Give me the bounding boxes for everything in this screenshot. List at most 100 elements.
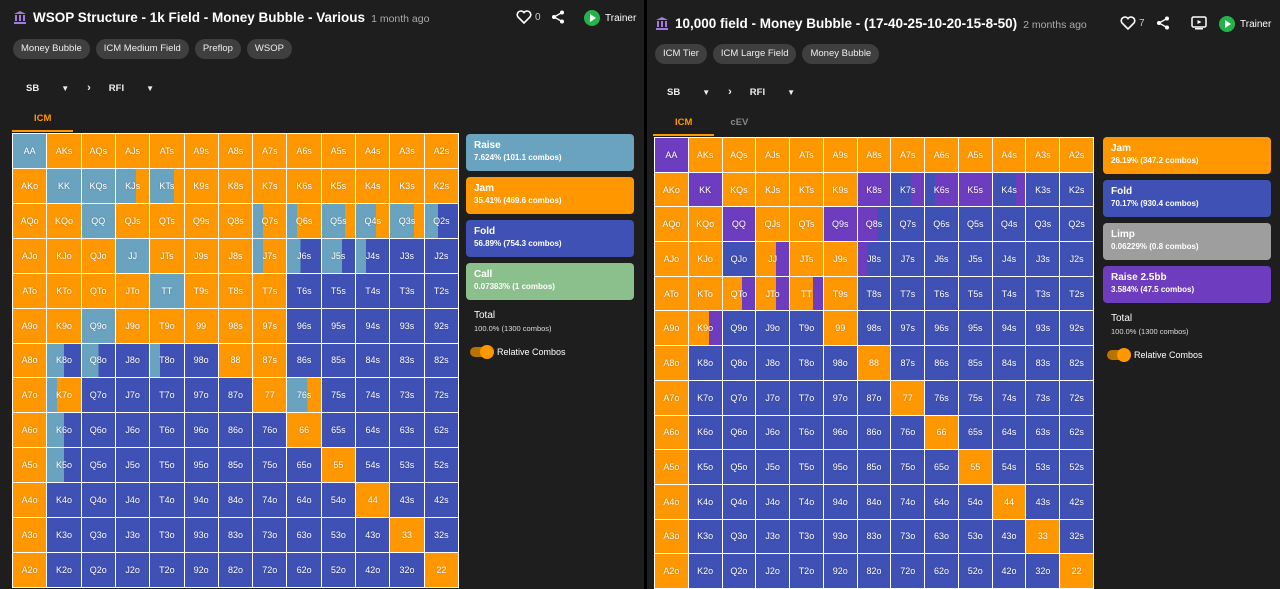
- hand-cell[interactable]: 63s: [1026, 415, 1060, 450]
- hand-cell[interactable]: J8s: [218, 238, 253, 273]
- hand-cell[interactable]: J7s: [891, 242, 925, 276]
- hand-cell[interactable]: A9s: [823, 138, 857, 172]
- hand-cell[interactable]: 82s: [424, 343, 458, 378]
- hand-cell[interactable]: 82o: [218, 553, 253, 587]
- hand-cell[interactable]: Q2s: [1060, 207, 1093, 242]
- hand-cell[interactable]: 65s: [958, 415, 992, 450]
- hand-cell[interactable]: AA: [655, 138, 688, 172]
- hand-cell[interactable]: AA: [13, 134, 47, 168]
- hand-cell[interactable]: Q5s: [958, 207, 992, 242]
- share-icon[interactable]: [1156, 16, 1170, 30]
- hand-cell[interactable]: A8s: [857, 138, 891, 172]
- hand-cell[interactable]: 96o: [184, 413, 218, 448]
- hand-cell[interactable]: 77: [253, 378, 287, 413]
- hand-cell[interactable]: AKo: [13, 168, 47, 203]
- hand-cell[interactable]: K8s: [218, 168, 253, 203]
- hand-cell[interactable]: 85s: [958, 346, 992, 380]
- hand-cell[interactable]: T7o: [790, 380, 823, 415]
- hand-cell[interactable]: T2o: [790, 554, 823, 588]
- hand-cell[interactable]: 87s: [891, 346, 925, 380]
- heart-icon[interactable]: [1120, 16, 1136, 30]
- hand-cell[interactable]: 98o: [184, 343, 218, 378]
- hand-cell[interactable]: KJs: [756, 172, 790, 207]
- hand-cell[interactable]: 92s: [1060, 311, 1093, 346]
- hand-cell[interactable]: J8s: [857, 242, 891, 276]
- hand-cell[interactable]: Q9o: [81, 308, 115, 343]
- hand-cell[interactable]: 93s: [1026, 311, 1060, 346]
- hand-cell[interactable]: A2o: [655, 554, 688, 588]
- legend-item[interactable]: Raise 2.5bb 3.584% (47.5 combos): [1103, 266, 1271, 303]
- hand-cell[interactable]: K2o: [47, 553, 81, 587]
- hand-cell[interactable]: 53o: [321, 518, 356, 553]
- hand-cell[interactable]: QJs: [115, 203, 150, 238]
- hand-cell[interactable]: ATs: [790, 138, 823, 172]
- hand-cell[interactable]: Q2o: [722, 554, 756, 588]
- hand-cell[interactable]: K3s: [1026, 172, 1060, 207]
- hand-cell[interactable]: 73s: [1026, 380, 1060, 415]
- hand-cell[interactable]: AJs: [115, 134, 150, 168]
- legend-item[interactable]: Jam 26.19% (347.2 combos): [1103, 137, 1271, 174]
- hand-cell[interactable]: TT: [150, 273, 184, 308]
- hand-cell[interactable]: A3o: [655, 519, 688, 554]
- hand-cell[interactable]: 64s: [356, 413, 390, 448]
- hand-cell[interactable]: T8o: [790, 346, 823, 380]
- tag[interactable]: ICM Medium Field: [95, 39, 189, 59]
- hand-cell[interactable]: Q9o: [722, 311, 756, 346]
- legend-item[interactable]: Jam 35.41% (469.6 combos): [466, 177, 634, 214]
- hand-cell[interactable]: QTo: [722, 276, 756, 311]
- hand-cell[interactable]: 62o: [925, 554, 958, 588]
- hand-cell[interactable]: J5s: [321, 238, 356, 273]
- trainer-button[interactable]: Trainer: [584, 10, 636, 26]
- hand-cell[interactable]: Q6s: [287, 203, 321, 238]
- hand-cell[interactable]: 53s: [390, 448, 424, 483]
- hand-cell[interactable]: Q7o: [722, 380, 756, 415]
- hand-cell[interactable]: J5o: [756, 450, 790, 484]
- hand-cell[interactable]: 92s: [424, 308, 458, 343]
- hand-cell[interactable]: A5s: [321, 134, 356, 168]
- hand-cell[interactable]: T3s: [390, 273, 424, 308]
- hand-cell[interactable]: Q4o: [81, 483, 115, 518]
- hand-cell[interactable]: 77: [891, 380, 925, 415]
- hand-cell[interactable]: QTs: [150, 203, 184, 238]
- hand-cell[interactable]: A2s: [424, 134, 458, 168]
- hand-cell[interactable]: K6s: [287, 168, 321, 203]
- hand-cell[interactable]: 75o: [253, 448, 287, 483]
- hand-cell[interactable]: KJo: [688, 242, 722, 276]
- hand-cell[interactable]: QJs: [756, 207, 790, 242]
- hand-cell[interactable]: KK: [47, 168, 81, 203]
- hand-cell[interactable]: K6s: [925, 172, 958, 207]
- hand-cell[interactable]: 52s: [1060, 450, 1093, 484]
- trainer-button[interactable]: Trainer: [1219, 16, 1271, 32]
- hand-cell[interactable]: J7s: [253, 238, 287, 273]
- hand-cell[interactable]: K4o: [688, 484, 722, 519]
- hand-cell[interactable]: 99: [823, 311, 857, 346]
- hand-cell[interactable]: 75s: [321, 378, 356, 413]
- hand-cell[interactable]: T5s: [321, 273, 356, 308]
- hand-cell[interactable]: JTs: [790, 242, 823, 276]
- tag[interactable]: ICM Large Field: [712, 44, 797, 64]
- hand-cell[interactable]: 94s: [992, 311, 1026, 346]
- hand-cell[interactable]: K3o: [688, 519, 722, 554]
- hand-cell[interactable]: 85s: [321, 343, 356, 378]
- hand-cell[interactable]: 62o: [287, 553, 321, 587]
- hand-cell[interactable]: 87o: [218, 378, 253, 413]
- hand-cell[interactable]: Q5o: [722, 450, 756, 484]
- hand-cell[interactable]: 63o: [287, 518, 321, 553]
- hand-cell[interactable]: T3o: [150, 518, 184, 553]
- hand-cell[interactable]: A6o: [655, 415, 688, 450]
- caret-down-icon[interactable]: ▼: [61, 83, 70, 93]
- hand-cell[interactable]: 94o: [184, 483, 218, 518]
- hand-cell[interactable]: KTo: [47, 273, 81, 308]
- hand-cell[interactable]: Q8s: [857, 207, 891, 242]
- hand-cell[interactable]: 33: [1026, 519, 1060, 554]
- hand-cell[interactable]: QQ: [722, 207, 756, 242]
- tag[interactable]: Preflop: [194, 39, 241, 59]
- hand-cell[interactable]: Q5o: [81, 448, 115, 483]
- hand-cell[interactable]: 95o: [184, 448, 218, 483]
- hand-cell[interactable]: A4o: [655, 484, 688, 519]
- hand-cell[interactable]: Q3s: [390, 203, 424, 238]
- hand-cell[interactable]: 95o: [823, 450, 857, 484]
- hand-cell[interactable]: 32o: [1026, 554, 1060, 588]
- hand-cell[interactable]: J7o: [756, 380, 790, 415]
- hand-cell[interactable]: AKs: [688, 138, 722, 172]
